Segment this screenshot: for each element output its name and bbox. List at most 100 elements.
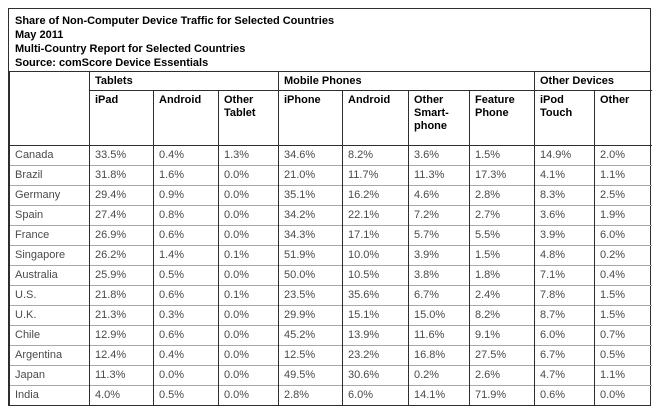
value-cell-other-other: 0.5% xyxy=(593,344,652,365)
report-subtitle: Multi-Country Report for Selected Countr… xyxy=(15,43,246,55)
value-cell-other-other: 1.5% xyxy=(593,284,652,305)
value-cell-mobile-other-smartphone: 4.6% xyxy=(408,184,470,205)
value-cell-mobile-other-smartphone: 5.7% xyxy=(408,224,470,245)
value-cell-mobile-feature-phone: 71.9% xyxy=(469,384,535,405)
value-cell-other-other: 0.2% xyxy=(593,244,652,265)
value-cell-mobile-other-smartphone: 11.3% xyxy=(408,164,470,185)
value-cell-tablets-android: 0.4% xyxy=(153,344,219,365)
group-header-other-devices: Other Devices xyxy=(533,72,652,91)
value-cell-mobile-android: 22.1% xyxy=(342,204,409,225)
value-cell-mobile-other-smartphone: 3.8% xyxy=(408,264,470,285)
value-cell-mobile-feature-phone: 1.8% xyxy=(469,264,535,285)
value-cell-mobile-iphone: 34.2% xyxy=(278,204,343,225)
report-header: Share of Non-Computer Device Traffic for… xyxy=(9,9,650,72)
value-cell-mobile-android: 10.0% xyxy=(342,244,409,265)
value-cell-tablets-android: 0.4% xyxy=(153,144,219,165)
column-header-mobile-android: Android xyxy=(342,90,409,146)
country-cell: U.K. xyxy=(9,304,90,325)
value-cell-other-other: 2.5% xyxy=(593,184,652,205)
value-cell-other-other: 1.1% xyxy=(593,164,652,185)
value-cell-mobile-other-smartphone: 7.2% xyxy=(408,204,470,225)
value-cell-mobile-iphone: 35.1% xyxy=(278,184,343,205)
value-cell-mobile-android: 6.0% xyxy=(342,384,409,405)
value-cell-other-ipod-touch: 7.8% xyxy=(534,284,595,305)
value-cell-mobile-iphone: 34.6% xyxy=(278,144,343,165)
value-cell-tablets-other-tablet: 0.0% xyxy=(218,204,279,225)
country-cell: France xyxy=(9,224,90,245)
value-cell-tablets-other-tablet: 0.0% xyxy=(218,164,279,185)
value-cell-other-ipod-touch: 3.6% xyxy=(534,204,595,225)
value-cell-tablets-ipad: 11.3% xyxy=(89,364,154,385)
value-cell-tablets-other-tablet: 0.1% xyxy=(218,244,279,265)
value-cell-mobile-other-smartphone: 3.6% xyxy=(408,144,470,165)
value-cell-tablets-other-tablet: 0.0% xyxy=(218,364,279,385)
value-cell-tablets-ipad: 25.9% xyxy=(89,264,154,285)
column-header-mobile-other-smartphone: Other Smart-phone xyxy=(408,90,470,146)
column-header-tablets-ipad: iPad xyxy=(89,90,154,146)
value-cell-tablets-ipad: 12.4% xyxy=(89,344,154,365)
table-row: Argentina 12.4% 0.4% 0.0% 12.5% 23.2% 16.8% 27.… xyxy=(9,344,652,365)
value-cell-mobile-feature-phone: 5.5% xyxy=(469,224,535,245)
country-cell: Germany xyxy=(9,184,90,205)
table-row: Germany 29.4% 0.9% 0.0% 35.1% 16.2% 4.6% 2.8% 8.… xyxy=(9,184,652,205)
value-cell-tablets-ipad: 26.9% xyxy=(89,224,154,245)
value-cell-mobile-android: 35.6% xyxy=(342,284,409,305)
device-traffic-share-table: Tablets Mobile Phones Other Devices iPad… xyxy=(9,72,652,405)
value-cell-mobile-iphone: 29.9% xyxy=(278,304,343,325)
value-cell-mobile-android: 10.5% xyxy=(342,264,409,285)
value-cell-other-ipod-touch: 7.1% xyxy=(534,264,595,285)
table-row: U.S. 21.8% 0.6% 0.1% 23.5% 35.6% 6.7% 2.4% 7.8% 1… xyxy=(9,284,652,305)
value-cell-mobile-feature-phone: 17.3% xyxy=(469,164,535,185)
value-cell-mobile-other-smartphone: 11.6% xyxy=(408,324,470,345)
value-cell-tablets-android: 1.6% xyxy=(153,164,219,185)
table-row: Canada 33.5% 0.4% 1.3% 34.6% 8.2% 3.6% 1.5% 14.9… xyxy=(9,144,652,165)
country-cell: Brazil xyxy=(9,164,90,185)
table-row: France 26.9% 0.6% 0.0% 34.3% 17.1% 5.7% 5.5% 3.9… xyxy=(9,224,652,245)
value-cell-mobile-feature-phone: 1.5% xyxy=(469,244,535,265)
group-header-mobile-phones: Mobile Phones xyxy=(278,72,535,91)
value-cell-mobile-iphone: 2.8% xyxy=(278,384,343,405)
value-cell-tablets-other-tablet: 0.1% xyxy=(218,284,279,305)
value-cell-mobile-android: 15.1% xyxy=(342,304,409,325)
value-cell-tablets-ipad: 26.2% xyxy=(89,244,154,265)
value-cell-mobile-feature-phone: 1.5% xyxy=(469,144,535,165)
value-cell-tablets-other-tablet: 0.0% xyxy=(218,264,279,285)
table-row: Chile 12.9% 0.6% 0.0% 45.2% 13.9% 11.6% 9.1% 6.0… xyxy=(9,324,652,345)
value-cell-mobile-feature-phone: 8.2% xyxy=(469,304,535,325)
value-cell-tablets-android: 0.6% xyxy=(153,284,219,305)
value-cell-mobile-iphone: 50.0% xyxy=(278,264,343,285)
table-row: U.K. 21.3% 0.3% 0.0% 29.9% 15.1% 15.0% 8.2% 8.7%… xyxy=(9,304,652,325)
country-cell: Canada xyxy=(9,144,90,165)
table-row: Japan 11.3% 0.0% 0.0% 49.5% 30.6% 0.2% 2.6% 4.7%… xyxy=(9,364,652,385)
country-cell: Singapore xyxy=(9,244,90,265)
column-header-tablets-android: Android xyxy=(153,90,219,146)
column-header-other-other: Other xyxy=(593,90,652,146)
value-cell-mobile-iphone: 45.2% xyxy=(278,324,343,345)
value-cell-mobile-other-smartphone: 6.7% xyxy=(408,284,470,305)
value-cell-tablets-other-tablet: 1.3% xyxy=(218,144,279,165)
group-header-row: Tablets Mobile Phones Other Devices xyxy=(9,72,652,146)
value-cell-tablets-ipad: 21.8% xyxy=(89,284,154,305)
value-cell-mobile-android: 17.1% xyxy=(342,224,409,245)
column-header-tablets-other-tablet: Other Tablet xyxy=(218,90,279,146)
value-cell-mobile-feature-phone: 9.1% xyxy=(469,324,535,345)
value-cell-other-other: 6.0% xyxy=(593,224,652,245)
report-title: Share of Non-Computer Device Traffic for… xyxy=(15,15,335,27)
table-row: Spain 27.4% 0.8% 0.0% 34.2% 22.1% 7.2% 2.7% 3.6%… xyxy=(9,204,652,225)
value-cell-other-ipod-touch: 0.6% xyxy=(534,384,595,405)
value-cell-mobile-android: 8.2% xyxy=(342,144,409,165)
table-row: Australia 25.9% 0.5% 0.0% 50.0% 10.5% 3.8% 1.8%… xyxy=(9,264,652,285)
country-cell: U.S. xyxy=(9,284,90,305)
value-cell-mobile-android: 30.6% xyxy=(342,364,409,385)
value-cell-tablets-android: 0.5% xyxy=(153,384,219,405)
report-source: Source: comScore Device Essentials xyxy=(15,57,209,69)
value-cell-mobile-android: 16.2% xyxy=(342,184,409,205)
value-cell-tablets-android: 1.4% xyxy=(153,244,219,265)
value-cell-mobile-other-smartphone: 3.9% xyxy=(408,244,470,265)
value-cell-mobile-other-smartphone: 15.0% xyxy=(408,304,470,325)
value-cell-tablets-android: 0.0% xyxy=(153,364,219,385)
value-cell-mobile-feature-phone: 2.6% xyxy=(469,364,535,385)
value-cell-mobile-iphone: 34.3% xyxy=(278,224,343,245)
value-cell-other-ipod-touch: 4.1% xyxy=(534,164,595,185)
group-header-tablets: Tablets xyxy=(89,72,279,91)
